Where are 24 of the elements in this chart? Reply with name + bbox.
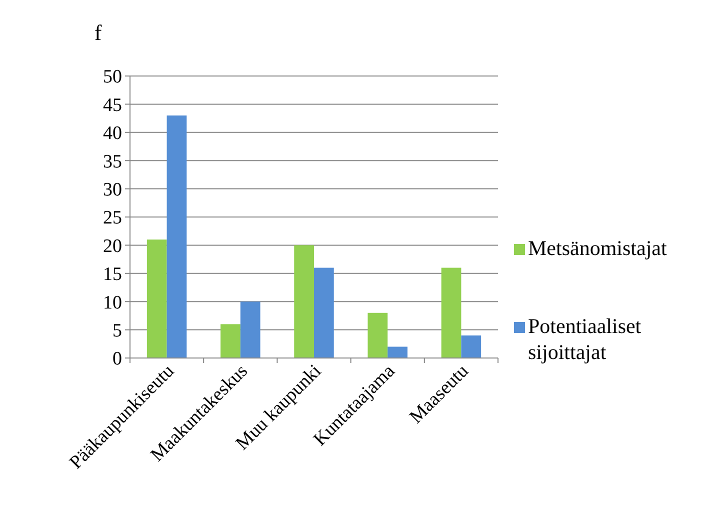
legend-label: Metsänomistajat bbox=[528, 236, 667, 260]
bar bbox=[146, 240, 167, 358]
y-tick-label: 30 bbox=[103, 179, 122, 200]
y-tick-label: 0 bbox=[112, 348, 122, 370]
y-tick-label: 40 bbox=[103, 123, 122, 144]
y-tick-label: 5 bbox=[112, 320, 122, 342]
bar bbox=[240, 302, 260, 358]
y-tick-label: 10 bbox=[103, 292, 122, 314]
bar bbox=[461, 335, 482, 358]
bar bbox=[220, 324, 240, 358]
y-tick-label: 35 bbox=[103, 151, 122, 172]
bar bbox=[166, 115, 187, 358]
y-tick-label: 20 bbox=[103, 236, 122, 257]
legend-label: Potentiaaliset sijoittajat bbox=[528, 314, 642, 364]
y-tick-label: 15 bbox=[103, 264, 122, 286]
y-tick-label: 50 bbox=[103, 66, 122, 88]
bar bbox=[368, 312, 388, 358]
bar bbox=[314, 268, 334, 358]
y-axis-title: f bbox=[94, 20, 102, 45]
bar bbox=[388, 346, 408, 358]
y-tick-label: 25 bbox=[103, 208, 122, 229]
y-tick-label: 45 bbox=[103, 94, 122, 116]
bar bbox=[294, 245, 314, 358]
bar bbox=[441, 268, 462, 358]
